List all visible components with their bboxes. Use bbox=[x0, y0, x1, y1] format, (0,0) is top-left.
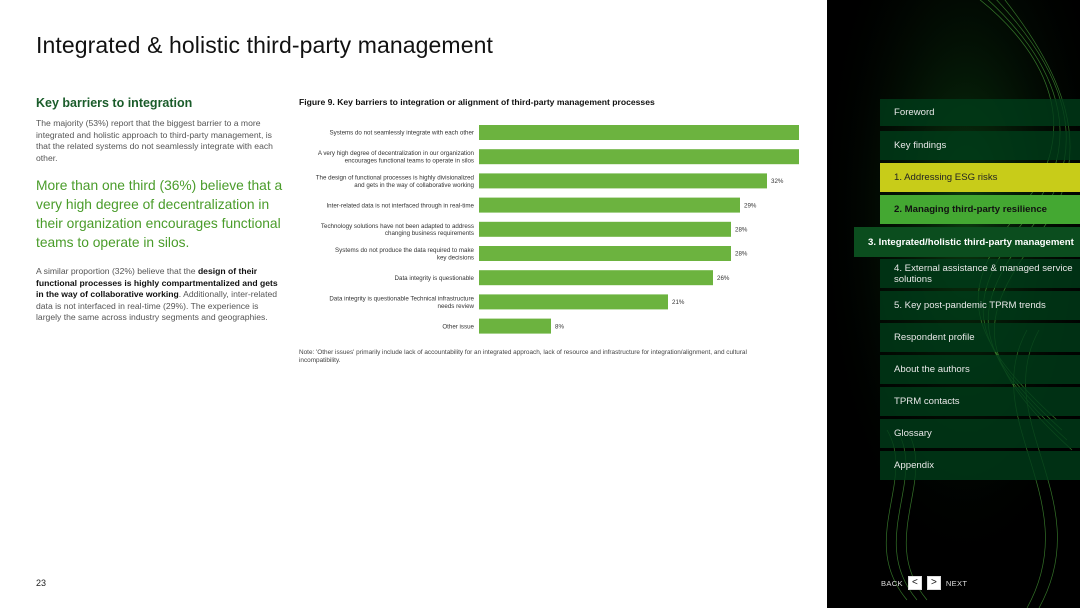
category-label: Data integrity is questionable Technical… bbox=[329, 295, 474, 309]
highlight-quote: More than one third (36%) believe that a… bbox=[36, 178, 283, 250]
category-label: Systems do not seamlessly integrate with… bbox=[330, 130, 474, 137]
nav-label: Respondent profile bbox=[894, 332, 975, 343]
nav-managing-resilience[interactable]: 2. Managing third-party resilience bbox=[880, 195, 1080, 224]
category-label: The design of functional processes is hi… bbox=[316, 174, 475, 188]
nav-label: About the authors bbox=[894, 364, 970, 375]
bar bbox=[479, 125, 799, 140]
value-label: 8% bbox=[555, 323, 564, 330]
section-heading: Key barriers to integration bbox=[36, 96, 193, 110]
bar bbox=[479, 318, 551, 334]
next-link[interactable]: NEXT bbox=[945, 578, 968, 588]
category-label: A very high degree of decentralization i… bbox=[318, 150, 475, 164]
nav-post-pandemic-trends[interactable]: 5. Key post-pandemic TPRM trends bbox=[880, 291, 1080, 320]
bar bbox=[479, 197, 740, 213]
nav-label: 1. Addressing ESG risks bbox=[894, 172, 998, 183]
bar bbox=[479, 221, 731, 237]
nav-foreword[interactable]: Foreword bbox=[880, 99, 1080, 126]
page-number: 23 bbox=[36, 578, 47, 588]
nav-external-assistance[interactable]: 4. External assistance & managed service… bbox=[880, 259, 1080, 288]
nav-label: Key findings bbox=[894, 140, 947, 151]
nav-label: 5. Key post-pandemic TPRM trends bbox=[894, 300, 1046, 311]
nav-label: 4. External assistance & managed service… bbox=[894, 262, 1073, 285]
nav-key-findings[interactable]: Key findings bbox=[880, 131, 1080, 160]
nav-glossary[interactable]: Glossary bbox=[880, 419, 1080, 448]
nav-label: 2. Managing third-party resilience bbox=[894, 204, 1048, 215]
bar bbox=[479, 173, 767, 189]
nav-label: Glossary bbox=[894, 428, 932, 439]
chevron-left-icon[interactable]: < bbox=[907, 576, 922, 590]
value-label: 29% bbox=[744, 202, 757, 209]
category-label: Inter-related data is not interfaced thr… bbox=[326, 202, 474, 209]
detail-paragraph: A similar proportion (32%) believe that … bbox=[36, 266, 286, 324]
pagination: BACK < > NEXT bbox=[881, 576, 967, 590]
bar-chart: Systems do not seamlessly integrate with… bbox=[316, 125, 799, 334]
chevron-right-icon[interactable]: > bbox=[926, 576, 941, 590]
intro-paragraph: The majority (53%) report that the bigge… bbox=[36, 118, 273, 163]
detail-text-start: A similar proportion (32%) believe that … bbox=[36, 266, 198, 276]
nav-appendix[interactable]: Appendix bbox=[880, 451, 1080, 480]
detail-text-emphasis: design of their functional processes is … bbox=[36, 266, 278, 299]
intro-column: Key barriers to integration The majority… bbox=[36, 96, 286, 324]
nav-integrated-holistic-current[interactable]: 3. Integrated/holistic third-party manag… bbox=[854, 227, 1080, 257]
bar bbox=[479, 270, 713, 286]
bar bbox=[479, 246, 731, 261]
bar bbox=[479, 149, 799, 165]
bar bbox=[479, 294, 668, 310]
detail-text-end: . Additionally, inter-related data is no… bbox=[36, 289, 278, 322]
nav-label: 3. Integrated/holistic third-party manag… bbox=[868, 236, 1074, 248]
nav-label: Appendix bbox=[894, 460, 935, 471]
nav-label: TPRM contacts bbox=[894, 396, 960, 407]
nav-addressing-esg-risks[interactable]: 1. Addressing ESG risks bbox=[880, 163, 1080, 192]
nav-about-authors[interactable]: About the authors bbox=[880, 355, 1080, 384]
category-label: Data integrity is questionable bbox=[395, 275, 475, 282]
back-link[interactable]: BACK bbox=[881, 578, 903, 588]
nav-respondent-profile[interactable]: Respondent profile bbox=[880, 323, 1080, 352]
figure: Figure 9. Key barriers to integration or… bbox=[299, 97, 799, 364]
navigation-panel: Foreword Key findings 1. Addressing ESG … bbox=[827, 0, 1080, 608]
value-label: 28% bbox=[735, 251, 748, 258]
value-label: 21% bbox=[672, 299, 685, 306]
value-label: 26% bbox=[717, 275, 730, 282]
category-label: Other issue bbox=[442, 323, 474, 330]
value-label: 32% bbox=[771, 178, 784, 185]
figure-note: Note: 'Other issues' primarily include l… bbox=[299, 349, 747, 365]
value-label: 28% bbox=[735, 227, 748, 234]
category-label: Systems do not produce the data required… bbox=[335, 247, 475, 261]
figure-title: Figure 9. Key barriers to integration or… bbox=[299, 97, 655, 107]
category-label: Technology solutions have not been adapt… bbox=[321, 223, 474, 237]
nav-tprm-contacts[interactable]: TPRM contacts bbox=[880, 387, 1080, 416]
page-title: Integrated & holistic third-party manage… bbox=[36, 32, 493, 58]
nav-label: Foreword bbox=[894, 107, 935, 118]
